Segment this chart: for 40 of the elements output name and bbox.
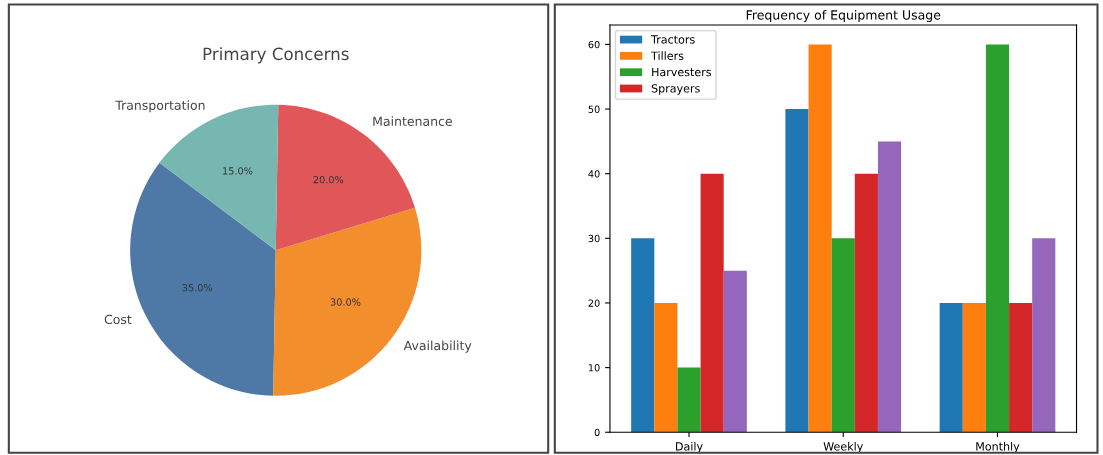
bar — [1009, 302, 1033, 433]
pie-slice — [130, 162, 276, 396]
y-tick-label: 0 — [594, 428, 600, 437]
x-tick-label: Daily — [676, 441, 703, 453]
legend-label: Tractors — [651, 35, 695, 44]
slice-label: Maintenance — [373, 116, 452, 126]
legend-label: Tillers — [651, 51, 684, 60]
data-label: 30.0% — [330, 298, 361, 306]
x-tick-label: Weekly — [823, 441, 863, 453]
data-label: 15.0% — [223, 167, 253, 175]
legend-label: Sprayers — [651, 84, 700, 95]
bar — [631, 238, 655, 433]
y-tick-label: 20 — [588, 299, 600, 307]
chart-title: Frequency of Equipment Usage — [746, 9, 941, 23]
x-tick-label: Monthly — [976, 441, 1020, 453]
bar — [654, 302, 678, 433]
slice-label: Transportation — [115, 100, 205, 113]
chart-title: Primary Concerns — [203, 47, 349, 64]
bar — [700, 173, 724, 433]
y-tick-label: 40 — [588, 170, 600, 178]
bar — [854, 173, 878, 433]
bar — [677, 367, 701, 433]
bar — [723, 270, 747, 433]
y-tick-label: 10 — [588, 364, 600, 372]
legend-label: Harvesters — [652, 67, 712, 77]
bar — [808, 44, 832, 433]
y-tick-label: 50 — [588, 105, 600, 113]
data-label: 20.0% — [313, 175, 344, 184]
bar — [985, 44, 1010, 433]
y-tick-label: 30 — [588, 234, 600, 243]
data-label: 35.0% — [182, 284, 213, 292]
bar — [1032, 238, 1056, 433]
slice-label: Availability — [403, 340, 472, 353]
slice-label: Cost — [104, 314, 132, 325]
bar — [962, 302, 986, 433]
bar — [877, 141, 902, 433]
bar — [939, 302, 963, 433]
y-tick-label: 60 — [588, 40, 600, 49]
bar — [785, 109, 809, 433]
bar — [831, 238, 855, 433]
